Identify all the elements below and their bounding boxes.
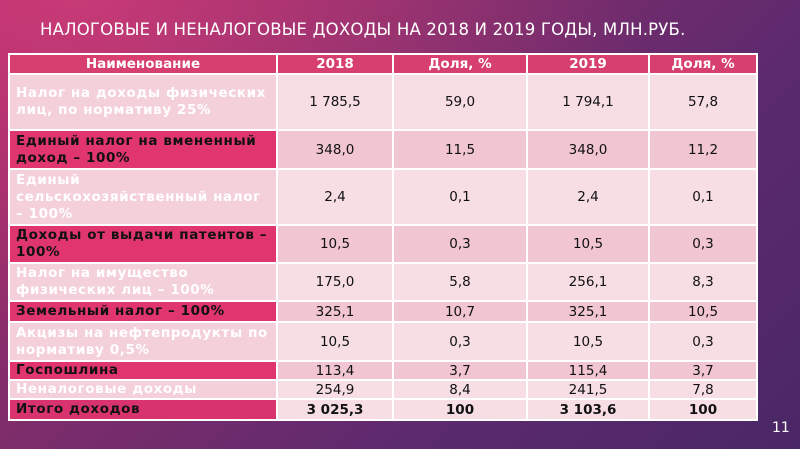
slide-title: НАЛОГОВЫЕ И НЕНАЛОГОВЫЕ ДОХОДЫ НА 2018 И… [40,20,686,39]
table-row: Земельный налог – 100% 325,1 10,7 325,1 … [8,300,758,323]
header-name: Наименование [8,53,278,75]
row-name: Итого доходов [8,398,278,421]
share-2019: 0,3 [648,224,758,264]
row-name: Акцизы на нефтепродукты по нормативу 0,5… [8,321,278,362]
share-2018: 59,0 [392,73,528,131]
value-2018: 2,4 [276,168,394,226]
table-row: Единый сельскохозяйственный налог – 100%… [8,168,758,226]
share-2018: 0,3 [392,224,528,264]
table-row: Налог на имущество физических лиц – 100%… [8,262,758,302]
row-name: Земельный налог – 100% [8,300,278,323]
value-2019: 3 103,6 [526,398,650,421]
share-2019: 57,8 [648,73,758,131]
share-2019: 0,3 [648,321,758,362]
value-2019: 10,5 [526,224,650,264]
table-row: Акцизы на нефтепродукты по нормативу 0,5… [8,321,758,362]
share-2018: 0,1 [392,168,528,226]
row-name: Налог на имущество физических лиц – 100% [8,262,278,302]
table-header-row: Наименование 2018 Доля, % 2019 Доля, % [8,53,758,75]
value-2019: 10,5 [526,321,650,362]
value-2018: 325,1 [276,300,394,323]
header-2019: 2019 [526,53,650,75]
share-2019: 8,3 [648,262,758,302]
row-name: Единый налог на вмененный доход – 100% [8,129,278,170]
page-number: 11 [772,420,790,436]
share-2018: 5,8 [392,262,528,302]
value-2019: 115,4 [526,360,650,381]
share-2019: 0,1 [648,168,758,226]
value-2018: 10,5 [276,321,394,362]
share-2019: 7,8 [648,379,758,400]
table-row: Неналоговые доходы 254,9 8,4 241,5 7,8 [8,379,758,400]
share-2019: 10,5 [648,300,758,323]
row-name: Госпошлина [8,360,278,381]
share-2019: 11,2 [648,129,758,170]
value-2018: 348,0 [276,129,394,170]
table-row: Налог на доходы физических лиц, по норма… [8,73,758,131]
share-2018: 100 [392,398,528,421]
row-name: Единый сельскохозяйственный налог – 100% [8,168,278,226]
value-2018: 10,5 [276,224,394,264]
share-2018: 8,4 [392,379,528,400]
value-2018: 254,9 [276,379,394,400]
header-share-2019: Доля, % [648,53,758,75]
table-total-row: Итого доходов 3 025,3 100 3 103,6 100 [8,398,758,421]
table-row: Доходы от выдачи патентов – 100% 10,5 0,… [8,224,758,264]
revenue-table: Наименование 2018 Доля, % 2019 Доля, % Н… [8,53,758,421]
header-2018: 2018 [276,53,394,75]
value-2018: 113,4 [276,360,394,381]
value-2019: 1 794,1 [526,73,650,131]
share-2018: 10,7 [392,300,528,323]
share-2018: 11,5 [392,129,528,170]
row-name: Неналоговые доходы [8,379,278,400]
row-name: Налог на доходы физических лиц, по норма… [8,73,278,131]
value-2019: 256,1 [526,262,650,302]
table-row: Госпошлина 113,4 3,7 115,4 3,7 [8,360,758,381]
value-2018: 175,0 [276,262,394,302]
share-2019: 3,7 [648,360,758,381]
header-share-2018: Доля, % [392,53,528,75]
value-2019: 241,5 [526,379,650,400]
value-2019: 348,0 [526,129,650,170]
value-2019: 2,4 [526,168,650,226]
table-row: Единый налог на вмененный доход – 100% 3… [8,129,758,170]
share-2018: 0,3 [392,321,528,362]
value-2018: 1 785,5 [276,73,394,131]
share-2018: 3,7 [392,360,528,381]
row-name: Доходы от выдачи патентов – 100% [8,224,278,264]
value-2018: 3 025,3 [276,398,394,421]
value-2019: 325,1 [526,300,650,323]
share-2019: 100 [648,398,758,421]
